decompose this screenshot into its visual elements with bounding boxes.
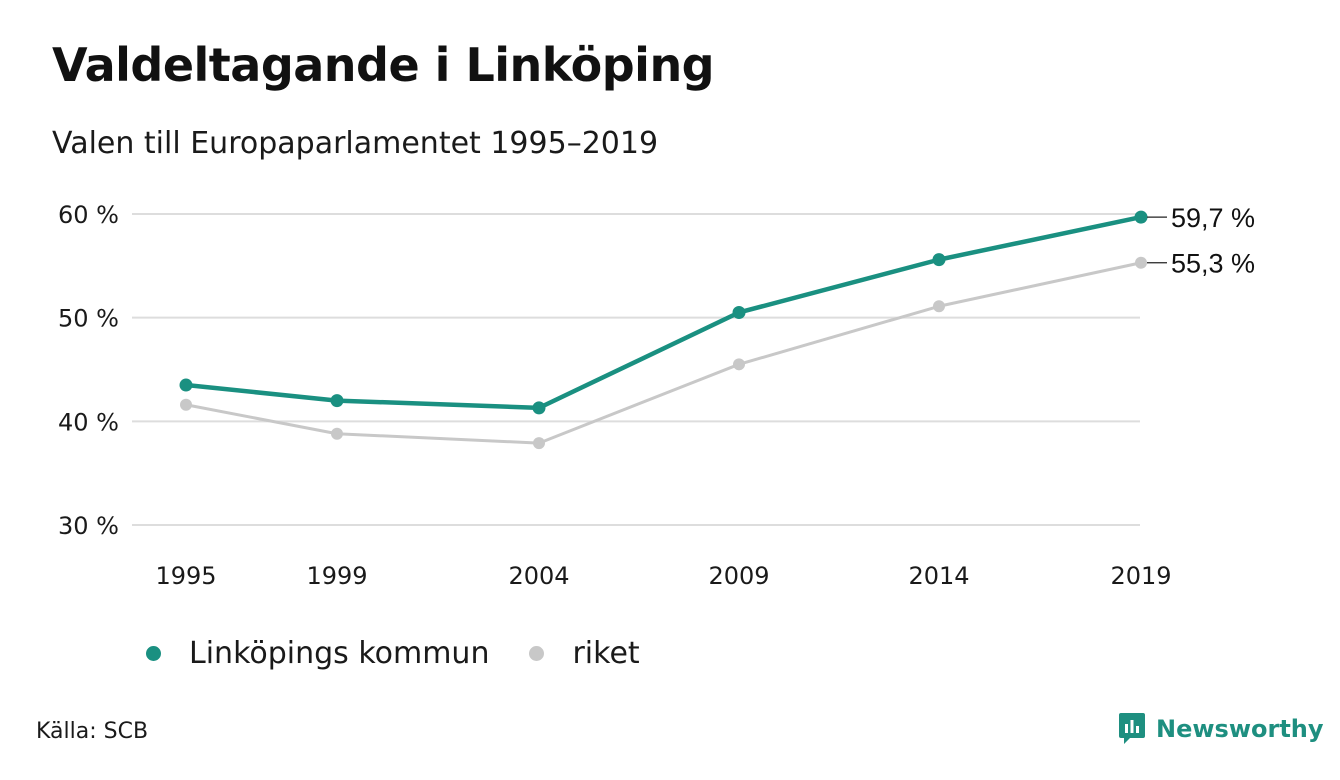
x-tick-label-2004: 2004 bbox=[508, 562, 569, 590]
data-point-linkoping-2009 bbox=[732, 305, 746, 319]
data-point-riket-1995 bbox=[180, 398, 192, 411]
legend-label-linkoping: Linköpings kommun bbox=[189, 636, 490, 671]
chart-title: Valdeltagande i Linköping bbox=[52, 38, 715, 92]
end-label-riket: 55,3 % bbox=[1171, 249, 1255, 279]
x-tick-label-1995: 1995 bbox=[155, 562, 216, 590]
newsworthy-logo-icon bbox=[1119, 713, 1145, 744]
data-point-linkoping-1995 bbox=[179, 378, 193, 392]
data-point-riket-2004 bbox=[533, 437, 545, 450]
data-point-linkoping-2004 bbox=[532, 401, 546, 415]
legend-item-riket: riket bbox=[529, 636, 640, 671]
data-point-linkoping-1999 bbox=[330, 394, 344, 408]
series-line-riket bbox=[184, 261, 1143, 445]
chart-subtitle: Valen till Europaparlamentet 1995–2019 bbox=[52, 126, 659, 161]
legend-dot-riket bbox=[529, 646, 545, 661]
data-point-riket-2009 bbox=[733, 358, 745, 371]
legend-label-riket: riket bbox=[572, 636, 640, 671]
y-tick-label-40: 40 % bbox=[58, 408, 119, 436]
data-point-riket-1999 bbox=[331, 427, 343, 440]
y-tick-label-30: 30 % bbox=[58, 512, 119, 540]
data-point-linkoping-2014 bbox=[932, 253, 946, 267]
x-tick-label-1999: 1999 bbox=[306, 562, 367, 590]
brand-name: Newsworthy bbox=[1156, 715, 1324, 743]
legend-item-linkoping: Linköpings kommun bbox=[146, 636, 489, 671]
legend-dot-linkoping bbox=[146, 646, 161, 661]
data-point-linkoping-2019 bbox=[1134, 210, 1148, 224]
brand: Newsworthy bbox=[1118, 712, 1324, 746]
legend: Linköpings kommun riket bbox=[146, 636, 680, 671]
x-tick-label-2009: 2009 bbox=[708, 562, 769, 590]
data-point-riket-2019 bbox=[1135, 256, 1147, 269]
data-point-riket-2014 bbox=[933, 300, 945, 313]
y-tick-label-60: 60 % bbox=[58, 201, 119, 229]
x-tick-label-2019: 2019 bbox=[1110, 562, 1171, 590]
series-line-linkoping bbox=[183, 214, 1144, 411]
source-note: Källa: SCB bbox=[36, 719, 149, 744]
y-tick-label-50: 50 % bbox=[58, 305, 119, 333]
end-label-linkoping: 59,7 % bbox=[1171, 203, 1255, 233]
x-tick-label-2014: 2014 bbox=[908, 562, 969, 590]
